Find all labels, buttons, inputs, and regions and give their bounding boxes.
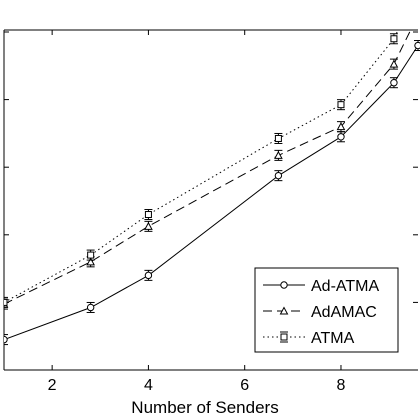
legend-label: Ad-ATMA: [311, 278, 379, 295]
data-point: [390, 79, 398, 87]
x-axis-ticks: 2 4 6 8: [48, 30, 346, 394]
data-point: [274, 134, 282, 142]
series-atma: [4, 30, 399, 308]
series-ad-atma: [4, 40, 420, 346]
data-point: [86, 257, 95, 266]
legend-box: [254, 267, 399, 353]
data-point: [414, 41, 420, 50]
legend-entry: ATMA: [263, 330, 355, 347]
data-point: [337, 101, 345, 109]
data-point: [144, 221, 153, 230]
legend-label: AdAMAC: [311, 304, 377, 321]
plot-area: [3, 29, 418, 371]
x-tick-label: 2: [48, 377, 57, 394]
series-adamac: [4, 30, 412, 310]
data-point: [4, 298, 8, 306]
legend-entry: AdAMAC: [263, 304, 377, 321]
data-point: [87, 251, 95, 259]
x-axis-label: Number of Senders: [131, 398, 278, 417]
data-point: [337, 133, 345, 141]
data-point: [336, 122, 346, 131]
legend-marker: [279, 306, 289, 315]
x-tick-label: 4: [144, 377, 153, 394]
data-point: [144, 271, 153, 280]
data-point: [390, 35, 398, 43]
data-point: [144, 211, 152, 219]
legend-entry: Ad-ATMA: [263, 278, 379, 295]
x-tick-label: 6: [240, 377, 249, 394]
legend-label: ATMA: [311, 330, 355, 347]
data-point: [274, 171, 283, 180]
legend-marker: [280, 333, 288, 341]
data-point: [389, 59, 399, 68]
legend: Ad-ATMA AdAMAC ATMA: [254, 267, 399, 353]
data-point: [86, 303, 95, 312]
x-tick-label: 8: [337, 377, 346, 394]
legend-marker: [280, 281, 288, 289]
data-point: [274, 150, 283, 159]
data-point: [4, 335, 8, 344]
series-layer: [4, 30, 420, 346]
